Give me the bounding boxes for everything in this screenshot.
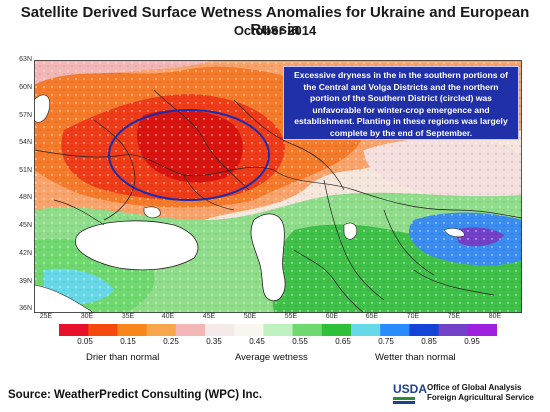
legend-swatch bbox=[321, 324, 352, 336]
legend-swatch bbox=[88, 324, 118, 336]
legend-swatch bbox=[175, 324, 206, 336]
lon-label-45e: 45E bbox=[202, 313, 216, 320]
legend-tick: 0.15 bbox=[120, 337, 136, 346]
legend-tick: 0.75 bbox=[378, 337, 394, 346]
sea-of-azov bbox=[143, 206, 161, 219]
map-subtitle: October 2014 bbox=[233, 23, 317, 38]
agency-line-1: Office of Global Analysis bbox=[427, 383, 522, 392]
lat-label-57n: 57N bbox=[19, 112, 32, 119]
usda-logo-stripe-green bbox=[393, 397, 415, 400]
legend-swatch bbox=[409, 324, 440, 336]
legend-drier-label: Drier than normal bbox=[86, 352, 160, 363]
lat-label-60n: 60N bbox=[19, 84, 32, 91]
lon-label-80e: 80E bbox=[488, 313, 502, 320]
country-borders bbox=[34, 89, 522, 313]
baltic-sea bbox=[34, 94, 50, 123]
lon-label-30e: 30E bbox=[80, 313, 94, 320]
legend-tick: 0.25 bbox=[163, 337, 179, 346]
caspian-sea bbox=[250, 213, 286, 302]
callout-box: Excessive dryness in the in the southern… bbox=[283, 66, 519, 140]
lon-label-50e: 50E bbox=[243, 313, 257, 320]
lat-label-48n: 48N bbox=[19, 194, 32, 201]
legend-swatch bbox=[380, 324, 410, 336]
lat-label-63n: 63N bbox=[19, 56, 32, 63]
usda-logo: USDA bbox=[393, 382, 427, 404]
legend-swatch bbox=[59, 324, 89, 336]
agency-line-2: Foreign Agricultural Service bbox=[427, 393, 534, 402]
map-title: Satellite Derived Surface Wetness Anomal… bbox=[20, 4, 530, 38]
aral-sea bbox=[343, 222, 357, 240]
lon-label-60e: 60E bbox=[325, 313, 339, 320]
legend-swatch bbox=[438, 324, 469, 336]
legend-swatch bbox=[292, 324, 323, 336]
lon-label-25e: 25E bbox=[39, 313, 53, 320]
legend-tick: 0.05 bbox=[77, 337, 93, 346]
lat-label-54n: 54N bbox=[19, 139, 32, 146]
lon-label-75e: 75E bbox=[447, 313, 461, 320]
legend-tick: 0.65 bbox=[335, 337, 351, 346]
legend-tick: 0.55 bbox=[292, 337, 308, 346]
legend-color-bar bbox=[59, 324, 497, 336]
legend-tick: 0.85 bbox=[421, 337, 437, 346]
highlight-circle bbox=[108, 109, 270, 201]
legend-average-label: Average wetness bbox=[235, 352, 308, 363]
lake-balkhash bbox=[443, 228, 465, 237]
legend-tick: 0.45 bbox=[249, 337, 265, 346]
legend-swatch bbox=[146, 324, 177, 336]
legend-ticks: 0.05 0.15 0.25 0.35 0.45 0.55 0.65 0.75 … bbox=[0, 337, 550, 349]
lon-label-35e: 35E bbox=[121, 313, 135, 320]
lon-label-40e: 40E bbox=[161, 313, 175, 320]
legend-swatch bbox=[234, 324, 264, 336]
lat-label-45n: 45N bbox=[19, 222, 32, 229]
lat-label-51n: 51N bbox=[19, 167, 32, 174]
legend-swatch bbox=[205, 324, 235, 336]
lat-label-36n: 36N bbox=[19, 305, 32, 312]
lon-label-70e: 70E bbox=[406, 313, 420, 320]
black-sea bbox=[75, 220, 199, 271]
legend-swatch bbox=[117, 324, 148, 336]
legend-swatch bbox=[351, 324, 381, 336]
lon-label-55e: 55E bbox=[284, 313, 298, 320]
agency-name: Office of Global Analysis Foreign Agricu… bbox=[427, 383, 534, 403]
usda-logo-stripe-blue bbox=[393, 401, 415, 404]
legend-wetter-label: Wetter than normal bbox=[375, 352, 456, 363]
lat-label-39n: 39N bbox=[19, 278, 32, 285]
lon-label-65e: 65E bbox=[365, 313, 379, 320]
usda-logo-text: USDA bbox=[393, 382, 428, 396]
legend-tick: 0.35 bbox=[206, 337, 222, 346]
legend-swatch bbox=[467, 324, 497, 336]
lat-label-42n: 42N bbox=[19, 250, 32, 257]
legend-tick: 0.95 bbox=[464, 337, 480, 346]
mediterranean-sea bbox=[34, 284, 95, 313]
legend-swatch bbox=[263, 324, 294, 336]
source-credit: Source: WeatherPredict Consulting (WPC) … bbox=[8, 389, 263, 401]
map-frame bbox=[34, 60, 522, 313]
